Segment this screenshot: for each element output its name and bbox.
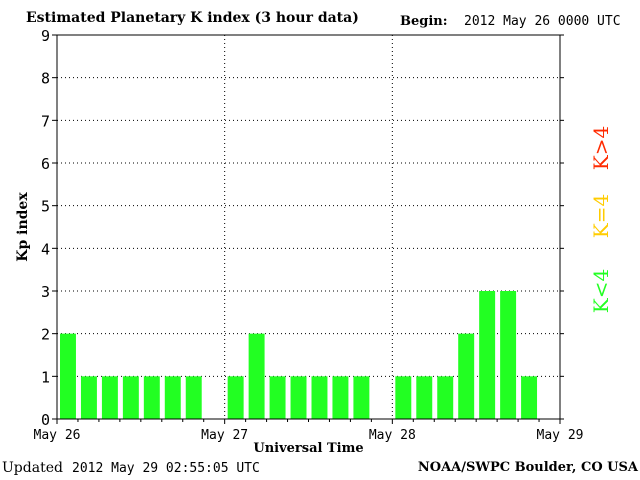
kp-bar	[395, 376, 412, 419]
kp-bar	[311, 376, 328, 419]
legend-k-equals-4: K=4	[589, 193, 614, 239]
kp-bar	[227, 376, 244, 419]
legend-k-less-4: K<4	[589, 268, 614, 314]
kp-bar	[60, 333, 76, 419]
y-tick-label: 6	[41, 155, 50, 173]
updated-label: Updated	[2, 460, 63, 476]
grid-lines	[57, 35, 560, 419]
y-tick-label: 5	[41, 198, 50, 216]
y-tick-label: 8	[41, 70, 50, 88]
y-tick-label: 0	[41, 411, 50, 429]
begin-value: 2012 May 26 0000 UTC	[464, 14, 621, 29]
x-axis-label: Universal Time	[253, 441, 363, 456]
kp-bar	[521, 376, 538, 419]
kp-bar	[185, 376, 202, 419]
kp-bar	[164, 376, 181, 419]
kp-bar	[80, 376, 97, 419]
kp-bar	[122, 376, 139, 419]
kp-bar	[500, 291, 517, 419]
y-tick-label: 7	[41, 112, 50, 130]
y-axis-label: Kp index	[15, 192, 31, 262]
y-tick-label: 9	[41, 27, 50, 45]
kp-bar	[479, 291, 496, 419]
bars	[60, 291, 538, 419]
x-day-label: May 26	[34, 428, 81, 443]
x-ticks: May 26 May 27 May 28 May 29	[34, 419, 584, 443]
kp-bar	[143, 376, 160, 419]
y-tick-label: 1	[41, 368, 50, 386]
x-day-label: May 28	[369, 428, 416, 443]
kp-bar	[101, 376, 118, 419]
y-ticks: 0 1 2 3 4 5 6 7 8 9	[41, 27, 564, 429]
kp-bar	[332, 376, 349, 419]
kp-bar	[290, 376, 307, 419]
kp-bar	[248, 333, 265, 419]
kp-bar	[437, 376, 454, 419]
chart-title: Estimated Planetary K index (3 hour data…	[26, 10, 359, 26]
legend-k-greater-4: K>4	[589, 125, 614, 171]
kp-bar	[353, 376, 370, 419]
updated-value: 2012 May 29 02:55:05 UTC	[72, 461, 260, 476]
begin-label: Begin:	[400, 14, 448, 29]
kp-bar	[416, 376, 433, 419]
y-tick-label: 4	[41, 240, 50, 258]
kp-bar	[458, 333, 475, 419]
y-tick-label: 3	[41, 283, 50, 301]
y-tick-label: 2	[41, 326, 50, 344]
kp-bar	[269, 376, 286, 419]
x-day-label: May 27	[201, 428, 248, 443]
x-day-label: May 29	[537, 428, 584, 443]
credit-text: NOAA/SWPC Boulder, CO USA	[417, 460, 638, 475]
